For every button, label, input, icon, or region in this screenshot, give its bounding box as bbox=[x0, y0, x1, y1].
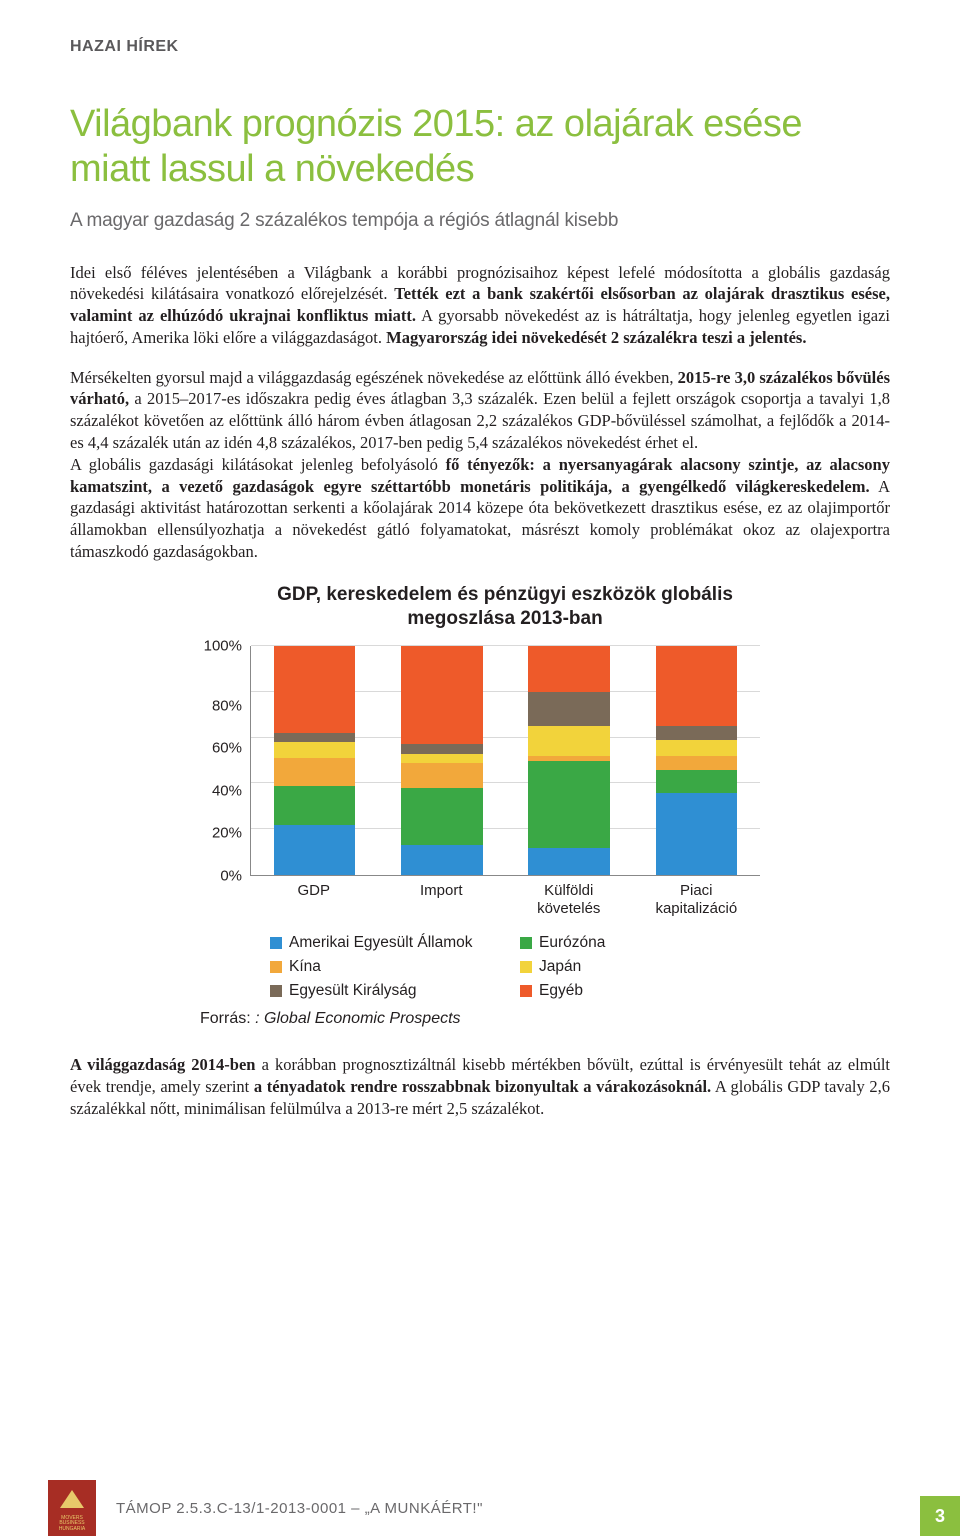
segment-japan bbox=[528, 726, 609, 756]
segment-other bbox=[401, 646, 482, 744]
segment-japan bbox=[656, 740, 737, 756]
page-footer: MOVERS BUSINESS HUNGARIA TÁMOP 2.5.3.C-1… bbox=[0, 1480, 960, 1536]
page-number: 3 bbox=[920, 1496, 960, 1536]
segment-euro bbox=[274, 786, 355, 825]
chart-title: GDP, kereskedelem és pénzügyi eszközök g… bbox=[200, 583, 760, 632]
segment-usa bbox=[401, 845, 482, 875]
legend-item-uk: Egyesült Királyság bbox=[270, 982, 520, 1000]
legend-label: Egyéb bbox=[539, 982, 583, 1000]
chart-source: Forrás: : Global Economic Prospects bbox=[200, 1010, 760, 1028]
segment-euro bbox=[401, 788, 482, 845]
legend-swatch bbox=[520, 985, 532, 997]
segment-other bbox=[656, 646, 737, 726]
chart-source-prefix: Forrás: bbox=[200, 1010, 255, 1027]
closing-paragraph: A világgazdaság 2014-ben a korábban prog… bbox=[70, 1054, 890, 1119]
legend-label: Japán bbox=[539, 958, 581, 976]
footer-logo-text: MOVERS BUSINESS HUNGARIA bbox=[48, 1516, 96, 1533]
segment-china bbox=[274, 758, 355, 785]
x-label: GDP bbox=[273, 882, 355, 918]
segment-uk bbox=[401, 744, 482, 753]
x-label: Külföldikövetelés bbox=[528, 882, 610, 918]
legend-item-china: Kína bbox=[270, 958, 520, 976]
chart-legend: Amerikai Egyesült Államok Eurózóna Kína Jap… bbox=[270, 934, 760, 1000]
segment-china bbox=[401, 763, 482, 788]
chart-plot-area bbox=[250, 646, 760, 876]
segment-euro bbox=[528, 761, 609, 848]
gdp-distribution-chart: GDP, kereskedelem és pénzügyi eszközök g… bbox=[200, 583, 760, 1028]
legend-swatch bbox=[520, 961, 532, 973]
legend-swatch bbox=[520, 937, 532, 949]
y-tick: 20% bbox=[212, 825, 242, 842]
chart-plot-row: 100%80%60%40%20%0% bbox=[200, 646, 760, 876]
main-title: Világbank prognózis 2015: az olajárak es… bbox=[70, 102, 890, 192]
chart-y-axis: 100%80%60%40%20%0% bbox=[200, 646, 250, 876]
segment-uk bbox=[656, 726, 737, 740]
segment-uk bbox=[528, 692, 609, 726]
legend-swatch bbox=[270, 961, 282, 973]
legend-swatch bbox=[270, 937, 282, 949]
segment-japan bbox=[274, 742, 355, 758]
y-tick: 40% bbox=[212, 782, 242, 799]
segment-other bbox=[528, 646, 609, 692]
footer-logo: MOVERS BUSINESS HUNGARIA bbox=[48, 1480, 96, 1536]
y-tick: 80% bbox=[212, 697, 242, 714]
segment-usa bbox=[274, 825, 355, 875]
y-tick: 60% bbox=[212, 740, 242, 757]
segment-japan bbox=[401, 754, 482, 763]
legend-label: Eurózóna bbox=[539, 934, 605, 952]
segment-china bbox=[656, 756, 737, 770]
legend-label: Egyesült Királyság bbox=[289, 982, 417, 1000]
legend-item-other: Egyéb bbox=[520, 982, 690, 1000]
y-tick: 0% bbox=[220, 867, 242, 884]
segment-usa bbox=[528, 848, 609, 875]
section-header: HAZAI HÍREK bbox=[70, 38, 890, 56]
legend-label: Kína bbox=[289, 958, 321, 976]
legend-swatch bbox=[270, 985, 282, 997]
bar-piaci-kapitalizáció bbox=[656, 646, 737, 875]
subtitle: A magyar gazdaság 2 százalékos tempója a… bbox=[70, 210, 890, 232]
bar-külföldi-követelés bbox=[528, 646, 609, 875]
segment-other bbox=[274, 646, 355, 733]
chart-x-axis: GDP Import Külföldikövetelés Piacikapitaliz… bbox=[250, 876, 760, 918]
x-label: Import bbox=[400, 882, 482, 918]
legend-item-japan: Japán bbox=[520, 958, 690, 976]
segment-uk bbox=[274, 733, 355, 742]
legend-item-usa: Amerikai Egyesült Államok bbox=[270, 934, 520, 952]
segment-euro bbox=[656, 770, 737, 793]
y-tick: 100% bbox=[204, 637, 242, 654]
bar-import bbox=[401, 646, 482, 875]
x-label: Piacikapitalizáció bbox=[655, 882, 737, 918]
chart-source-name: : Global Economic Prospects bbox=[255, 1010, 460, 1027]
lead-paragraph: Idei első féléves jelentésében a Világba… bbox=[70, 262, 890, 349]
legend-label: Amerikai Egyesült Államok bbox=[289, 934, 472, 952]
legend-item-euro: Eurózóna bbox=[520, 934, 690, 952]
segment-usa bbox=[656, 793, 737, 875]
footer-project-code: TÁMOP 2.5.3.C-13/1-2013-0001 – „A MUNKÁÉ… bbox=[116, 1500, 483, 1517]
bar-gdp bbox=[274, 646, 355, 875]
body-paragraph-1: Mérsékelten gyorsul majd a világgazdaság… bbox=[70, 367, 890, 563]
